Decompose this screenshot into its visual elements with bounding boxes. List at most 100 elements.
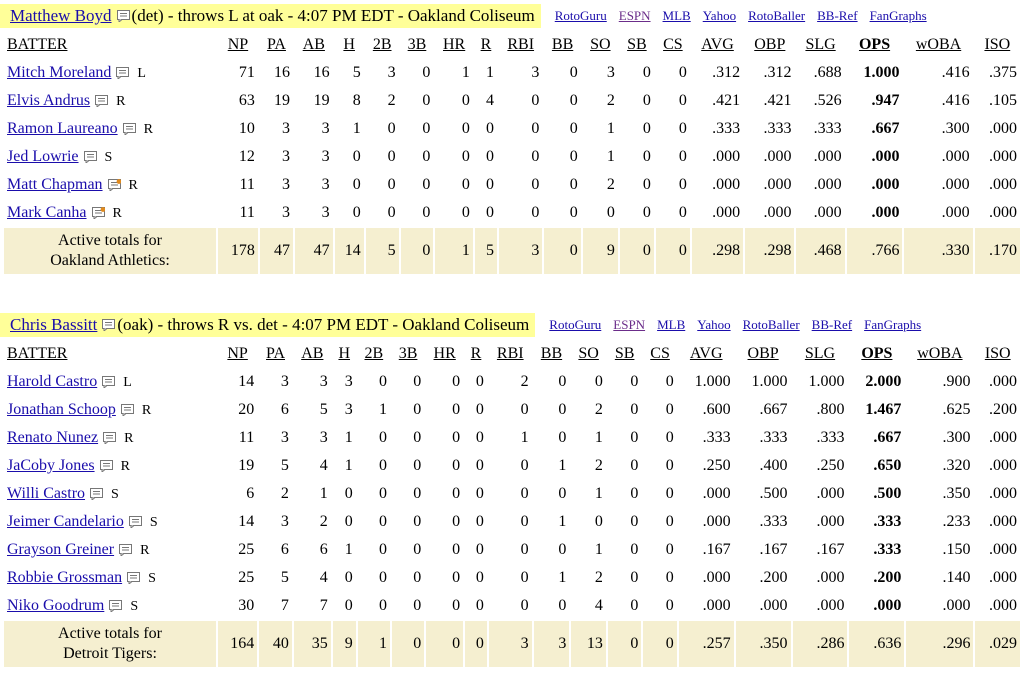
column-header-iso[interactable]: ISO (984, 36, 1011, 53)
note-icon[interactable] (120, 404, 134, 417)
link-mlb[interactable]: MLB (657, 317, 686, 332)
column-header-avg[interactable]: AVG (689, 345, 723, 362)
note-icon[interactable] (127, 572, 141, 585)
column-header-obp[interactable]: OBP (754, 36, 786, 53)
column-header-obp[interactable]: OBP (747, 345, 779, 362)
note-icon[interactable] (119, 544, 133, 557)
batter-name-link[interactable]: Mark Canha (7, 204, 87, 221)
column-header-h[interactable]: H (343, 36, 355, 53)
column-header-cs[interactable]: CS (663, 36, 683, 53)
column-header-batter[interactable]: BATTER (7, 36, 68, 53)
batter-name-link[interactable]: JaCoby Jones (7, 457, 95, 474)
batter-name-link[interactable]: Ramon Laureano (7, 120, 118, 137)
link-rotoguru[interactable]: RotoGuru (549, 317, 602, 332)
column-header-avg[interactable]: AVG (701, 36, 734, 53)
column-header-woba[interactable]: wOBA (917, 345, 963, 362)
total-iso: .029 (975, 621, 1020, 667)
stat-rbi: 0 (531, 148, 540, 165)
note-alert-icon[interactable] (107, 179, 121, 192)
note-alert-icon[interactable] (91, 207, 105, 220)
column-header-2b[interactable]: 2B (364, 345, 384, 362)
column-header-ops[interactable]: OPS (858, 36, 891, 53)
stat-2b: 0 (378, 597, 387, 614)
batter-name-link[interactable]: Matt Chapman (7, 176, 103, 193)
column-header-iso[interactable]: ISO (984, 345, 1011, 362)
column-header-ops[interactable]: OPS (861, 345, 893, 362)
link-mlb[interactable]: MLB (662, 8, 691, 23)
link-bbref[interactable]: BB-Ref (817, 8, 858, 23)
link-rotoballer[interactable]: RotoBaller (742, 317, 800, 332)
batter-name-link[interactable]: Mitch Moreland (7, 64, 112, 81)
note-icon[interactable] (109, 600, 123, 613)
column-header-cs[interactable]: CS (650, 345, 670, 362)
column-header-r[interactable]: R (470, 345, 482, 362)
column-header-2b[interactable]: 2B (372, 36, 392, 53)
note-icon[interactable] (102, 376, 116, 389)
column-header-bb[interactable]: BB (551, 36, 574, 53)
column-header-rbi[interactable]: RBI (496, 345, 524, 362)
link-espn[interactable]: ESPN (613, 317, 646, 332)
stat-pa: 3 (282, 120, 291, 137)
note-icon[interactable] (122, 123, 136, 136)
note-icon[interactable] (103, 432, 117, 445)
link-fangraphs[interactable]: FanGraphs (869, 8, 927, 23)
batter-name-link[interactable]: Jeimer Candelario (7, 513, 124, 530)
batter-name-link[interactable]: Robbie Grossman (7, 569, 123, 586)
batter-table-1: BATTER NP PA AB H 2B 3B HR R RBI BB SO SB CS AVG OBP SLG… (2, 30, 1022, 276)
batter-name-link[interactable]: Willi Castro (7, 485, 86, 502)
column-header-r[interactable]: R (480, 36, 492, 53)
column-header-h[interactable]: H (338, 345, 351, 362)
pitcher-name-link[interactable]: Chris Bassitt (10, 315, 98, 334)
column-header-3b[interactable]: 3B (407, 36, 427, 53)
batter-name-link[interactable]: Niko Goodrum (7, 597, 105, 614)
column-header-hr[interactable]: HR (433, 345, 456, 362)
column-header-sb[interactable]: SB (614, 345, 635, 362)
link-rotoballer[interactable]: RotoBaller (748, 8, 806, 23)
stat-r: 0 (486, 120, 495, 137)
column-header-hr[interactable]: HR (443, 36, 466, 53)
note-icon[interactable] (90, 488, 104, 501)
note-icon[interactable] (102, 319, 116, 331)
link-yahoo[interactable]: Yahoo (697, 317, 731, 332)
note-icon[interactable] (99, 460, 113, 473)
column-header-np[interactable]: NP (227, 345, 248, 362)
column-header-slg[interactable]: SLG (804, 345, 836, 362)
batter-name-link[interactable]: Grayson Greiner (7, 541, 115, 558)
column-header-pa[interactable]: PA (266, 36, 286, 53)
link-espn[interactable]: ESPN (618, 8, 651, 23)
batter-name-link[interactable]: Jed Lowrie (7, 148, 79, 165)
column-header-bb[interactable]: BB (540, 345, 563, 362)
pitcher-label: Matthew Boyd (det) - throws L at oak - 4… (0, 4, 541, 28)
column-header-np[interactable]: NP (227, 36, 249, 53)
column-header-rbi[interactable]: RBI (507, 36, 535, 53)
column-header-pa[interactable]: PA (266, 345, 286, 362)
stat-so: 1 (606, 120, 615, 137)
batter-name-link[interactable]: Renato Nunez (7, 429, 99, 446)
batter-name-link[interactable]: Harold Castro (7, 373, 98, 390)
pitcher-name-link[interactable]: Matthew Boyd (10, 6, 112, 25)
batter-name-link[interactable]: Elvis Andrus (7, 92, 91, 109)
column-header-slg[interactable]: SLG (805, 36, 836, 53)
column-header-woba[interactable]: wOBA (915, 36, 962, 53)
column-header-ab[interactable]: AB (301, 345, 324, 362)
external-links: RotoGuru ESPN MLB Yahoo RotoBaller BB-Re… (549, 8, 933, 24)
column-header-so[interactable]: SO (578, 345, 599, 362)
link-fangraphs[interactable]: FanGraphs (864, 317, 922, 332)
batter-name-link[interactable]: Jonathan Schoop (7, 401, 116, 418)
note-icon[interactable] (95, 95, 109, 108)
note-icon[interactable] (116, 10, 130, 22)
note-icon[interactable] (128, 516, 142, 529)
column-header-sb[interactable]: SB (627, 36, 647, 53)
batter-row: Elvis Andrus R 63 19 19 8 2 0 0 4 0 0 2 0 0.421.421.52… (4, 88, 1020, 114)
column-header-batter[interactable]: BATTER (7, 345, 68, 362)
link-yahoo[interactable]: Yahoo (702, 8, 737, 23)
note-icon[interactable] (116, 67, 130, 80)
link-rotoguru[interactable]: RotoGuru (554, 8, 607, 23)
stat-ops: .000 (871, 176, 900, 193)
column-header-3b[interactable]: 3B (398, 345, 418, 362)
note-icon[interactable] (83, 151, 97, 164)
stat-pa: 5 (280, 569, 289, 586)
link-bbref[interactable]: BB-Ref (811, 317, 853, 332)
column-header-so[interactable]: SO (590, 36, 611, 53)
column-header-ab[interactable]: AB (302, 36, 325, 53)
